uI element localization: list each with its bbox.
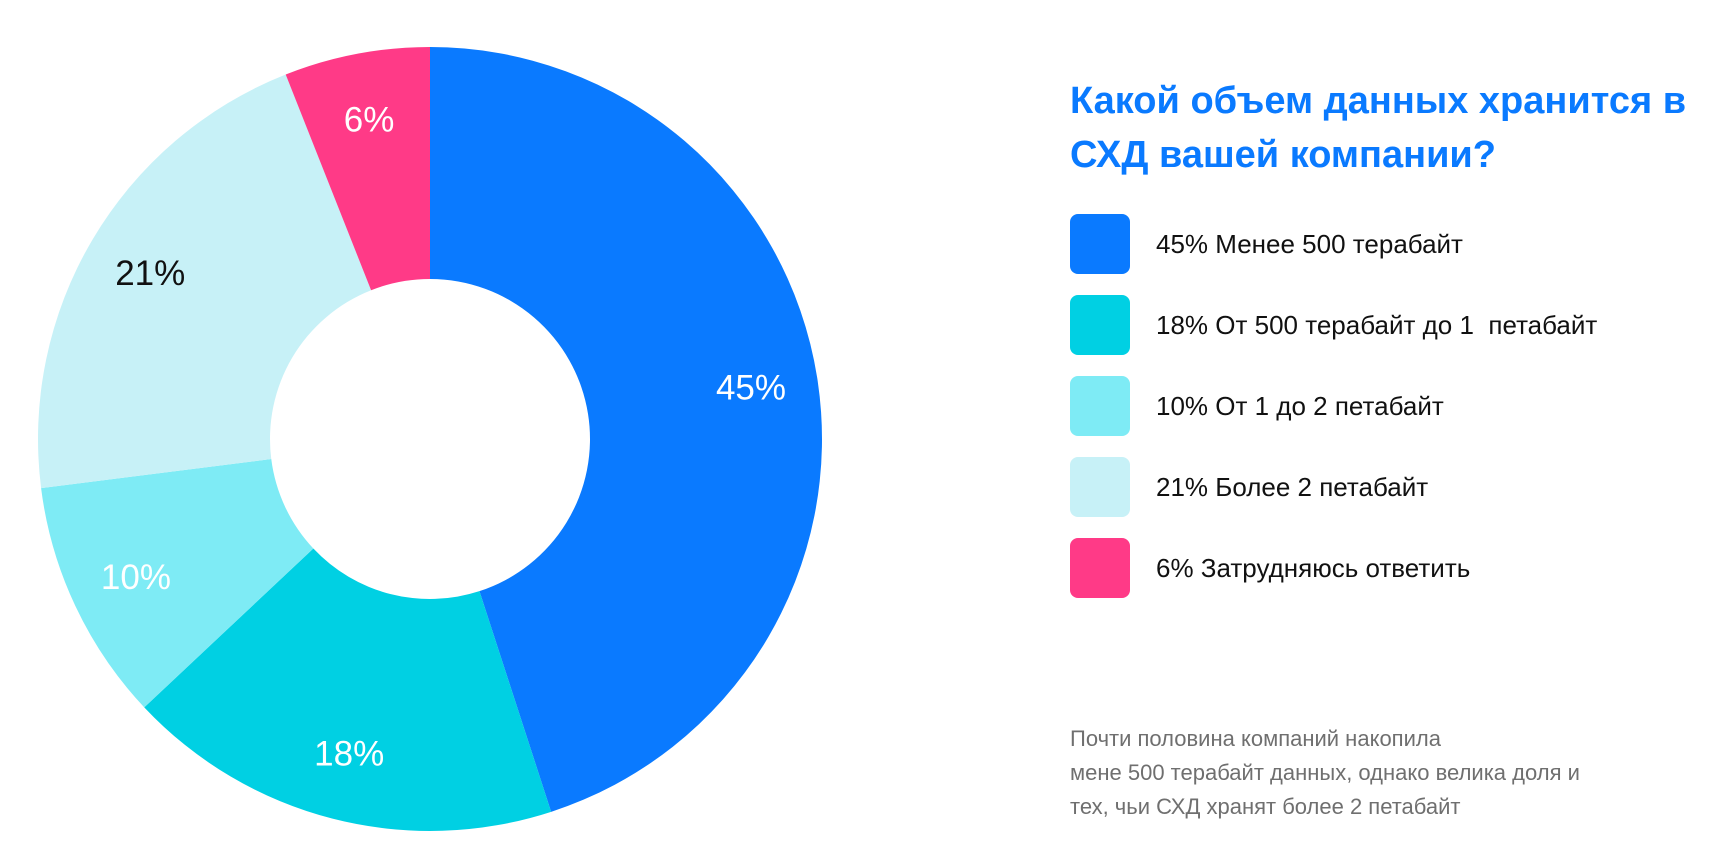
note-line: мене 500 терабайт данных, однако велика …: [1070, 760, 1580, 785]
donut-slice-0: [430, 47, 822, 812]
legend-label: 10% От 1 до 2 петабайт: [1156, 390, 1444, 421]
legend-label: 45% Менее 500 терабайт: [1156, 228, 1463, 259]
donut-slice-2: [41, 459, 314, 708]
legend-item-more-2-pb: 21% Более 2 петабайт: [1070, 457, 1710, 517]
legend-item-500-tb-to-1-pb: 18% От 500 терабайт до 1 петабайт: [1070, 295, 1710, 355]
donut-slice-4: [285, 47, 430, 291]
note-line: Почти половина компаний накопила: [1070, 726, 1441, 751]
legend-swatch: [1070, 457, 1130, 517]
note-line: тех, чьи СХД хранят более 2 петабайт: [1070, 794, 1461, 819]
legend-label: 18% От 500 терабайт до 1 петабайт: [1156, 309, 1598, 340]
donut-slice-label-4: 6%: [344, 100, 395, 139]
legend-item-less-500-tb: 45% Менее 500 терабайт: [1070, 214, 1710, 274]
legend-swatch: [1070, 295, 1130, 355]
legend-item-1-to-2-pb: 10% От 1 до 2 петабайт: [1070, 376, 1710, 436]
donut-slice-label-3: 21%: [115, 254, 185, 293]
legend-swatch: [1070, 376, 1130, 436]
donut-slice-label-2: 10%: [101, 558, 171, 597]
legend-swatch: [1070, 214, 1130, 274]
donut-slice-1: [144, 548, 552, 831]
donut-slice-3: [37, 74, 372, 489]
legend-swatch: [1070, 538, 1130, 598]
legend-label: 6% Затрудняюсь ответить: [1156, 552, 1471, 583]
legend-label: 21% Более 2 петабайт: [1156, 471, 1429, 502]
chart-legend: 45% Менее 500 терабайт 18% От 500 тераба…: [1070, 214, 1710, 619]
donut-chart: 45% 18% 10% 21% 6%: [37, 47, 822, 831]
donut-slice-label-1: 18%: [314, 734, 384, 773]
chart-note: Почти половина компаний накопила мене 50…: [1070, 722, 1670, 824]
legend-item-hard-to-answer: 6% Затрудняюсь ответить: [1070, 538, 1710, 598]
donut-slice-label-0: 45%: [716, 369, 786, 408]
chart-title: Какой объем данных хранится в СХД вашей …: [1070, 80, 1687, 176]
